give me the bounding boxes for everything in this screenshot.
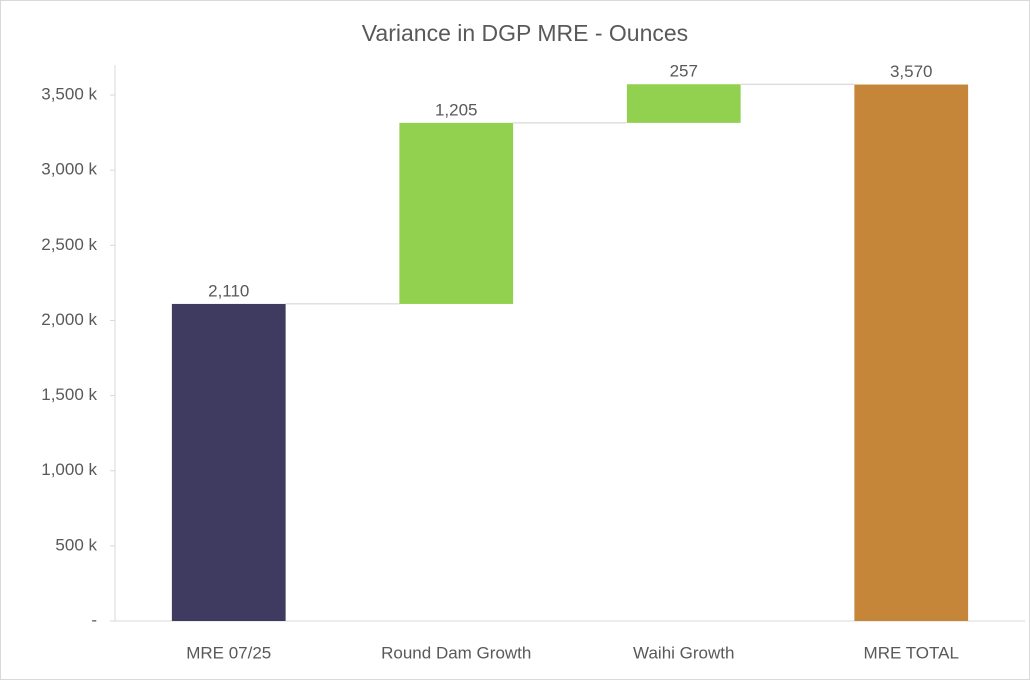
y-tick-label: 3,500 k (41, 85, 97, 104)
y-tick-label: 3,000 k (41, 160, 97, 179)
x-tick-label: Round Dam Growth (381, 643, 531, 662)
bar (854, 84, 969, 621)
y-tick-label: 1,000 k (41, 460, 97, 479)
x-tick-label: MRE TOTAL (864, 643, 959, 662)
y-tick-label: 1,500 k (41, 385, 97, 404)
bar (626, 84, 741, 123)
y-tick-label: - (91, 610, 97, 629)
chart-title: Variance in DGP MRE - Ounces (362, 20, 688, 46)
data-label: 1,205 (435, 100, 478, 119)
y-tick-label: 500 k (55, 535, 97, 554)
x-tick-label: MRE 07/25 (186, 643, 271, 662)
data-label: 3,570 (890, 62, 933, 81)
data-label: 2,110 (208, 281, 249, 300)
bar (399, 122, 514, 304)
data-label: 257 (670, 62, 698, 81)
bar (171, 303, 286, 621)
y-tick-label: 2,000 k (41, 310, 97, 329)
x-tick-label: Waihi Growth (633, 643, 734, 662)
y-tick-label: 2,500 k (41, 235, 97, 254)
